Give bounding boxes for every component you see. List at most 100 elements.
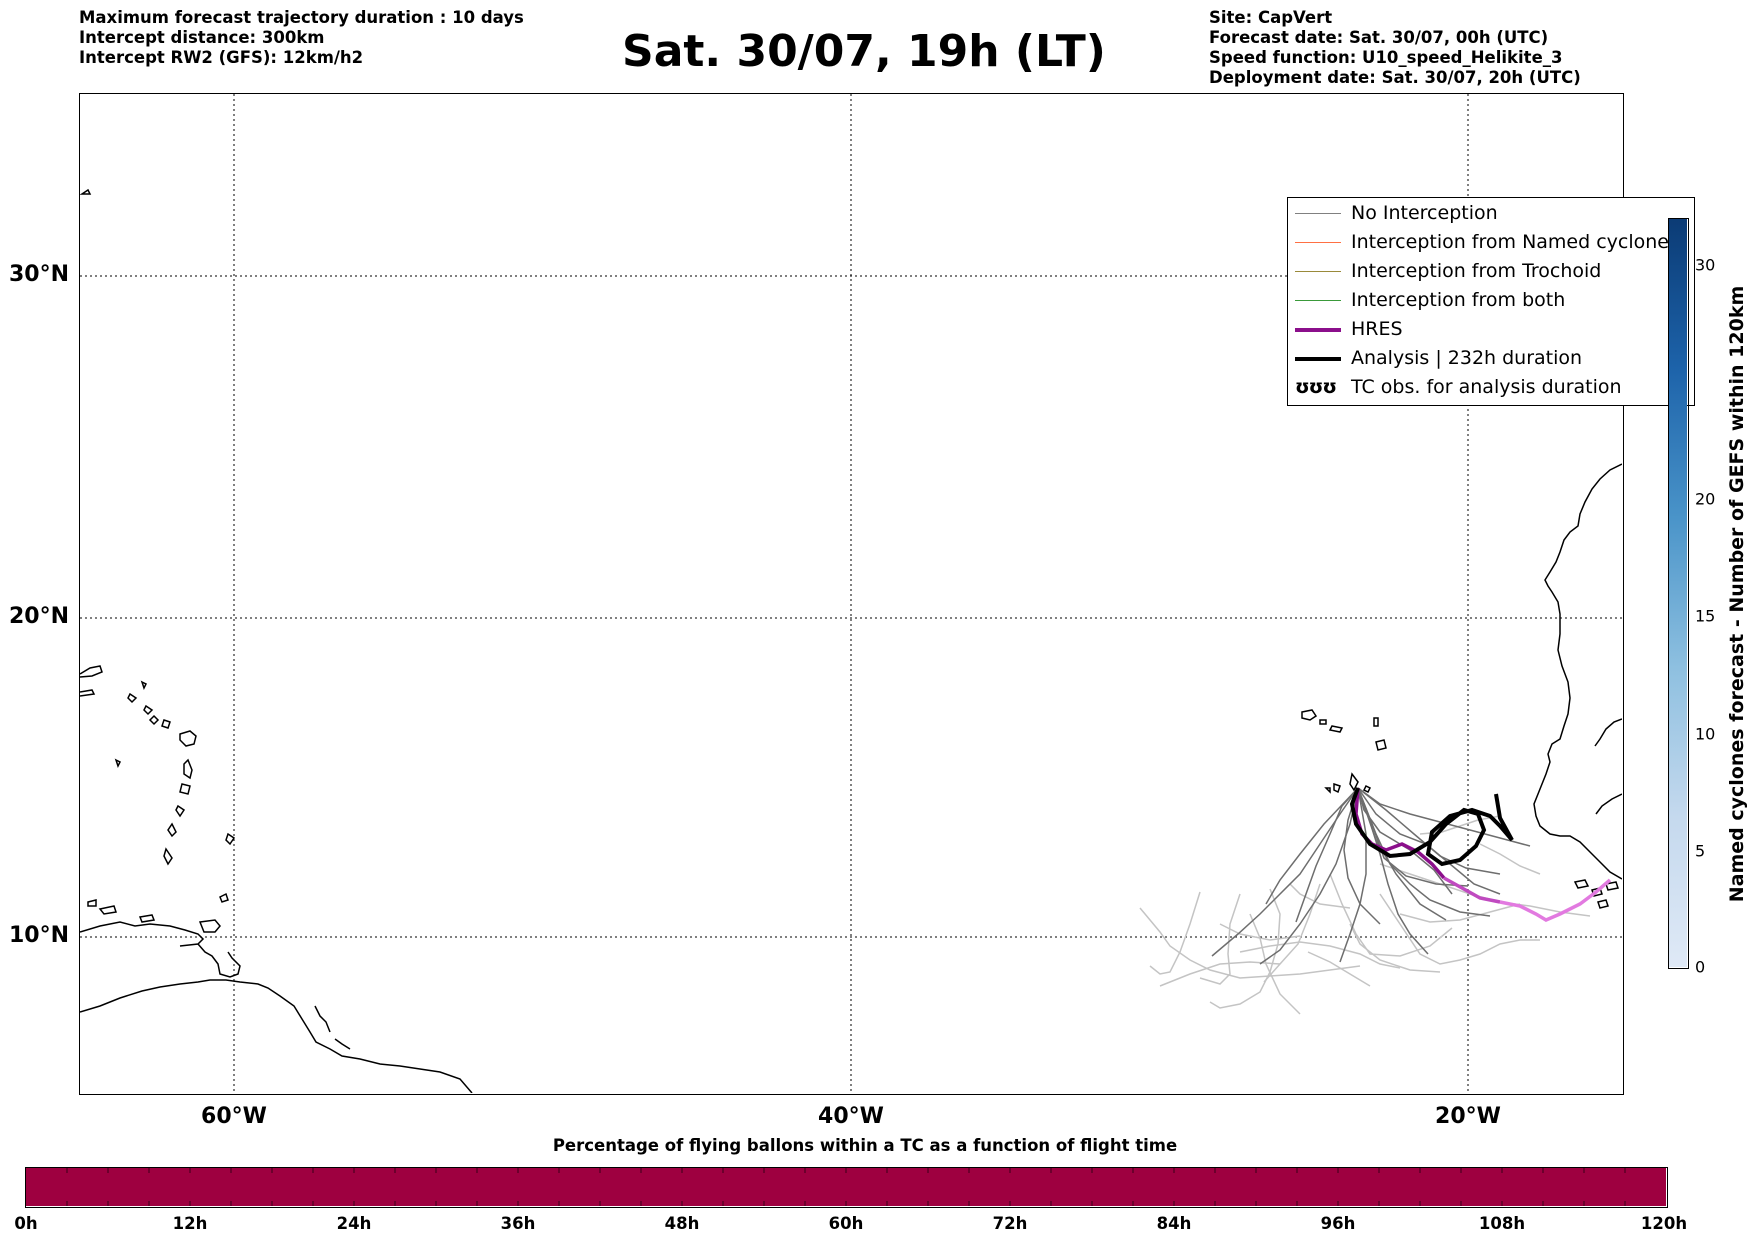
lat-label-10n: 10°N	[9, 923, 70, 948]
flight-colorbar-cells	[26, 1168, 1666, 1206]
island-grenada	[163, 847, 173, 866]
forecast-date-text: Forecast date: Sat. 30/07, 00h (UTC)	[1209, 28, 1549, 47]
page-title: Sat. 30/07, 19h (LT)	[622, 26, 1106, 77]
bijagos-3	[1605, 881, 1619, 891]
intercept-distance-text: Intercept distance: 300km	[79, 28, 325, 47]
flight-tick-48h: 48h	[664, 1214, 700, 1233]
map-legend: No Interception Interception from Named …	[1287, 197, 1695, 406]
suriname-coast	[334, 1038, 351, 1050]
legend-item-tc-obs: ʊʊʊ TC obs. for analysis duration	[1288, 376, 1694, 400]
lon-label-60w: 60°W	[201, 1104, 267, 1129]
island-small-2	[114, 758, 122, 768]
cbar-tick-10: 10	[1695, 724, 1716, 744]
island-leewards-1	[127, 692, 138, 704]
legend-swatch	[1295, 300, 1341, 301]
deployment-date-text: Deployment date: Sat. 30/07, 20h (UTC)	[1209, 68, 1581, 87]
flight-tick-84h: 84h	[1156, 1214, 1192, 1233]
capeverde-fogo	[1333, 782, 1341, 794]
legend-label: TC obs. for analysis duration	[1351, 376, 1622, 398]
legend-swatch	[1295, 213, 1341, 214]
island-aruba	[87, 899, 97, 907]
site-text: Site: CapVert	[1209, 8, 1333, 27]
orinoco-delta	[197, 943, 241, 978]
south-america-coast	[79, 979, 473, 1094]
cbar-tick-5: 5	[1695, 841, 1706, 861]
legend-item-both: Interception from both	[1288, 289, 1694, 313]
island-dominica	[179, 783, 191, 795]
legend-label: Interception from Trochoid	[1351, 260, 1602, 282]
max-duration-text: Maximum forecast trajectory duration : 1…	[79, 8, 524, 27]
island-barbados	[225, 832, 236, 846]
lat-label-30n: 30°N	[9, 262, 70, 287]
capeverde-boa-vista	[1375, 739, 1387, 751]
flight-tick-12h: 12h	[172, 1214, 208, 1233]
africa-inlet-2	[1595, 793, 1623, 815]
legend-label: No Interception	[1351, 202, 1498, 224]
island-leewards-3	[148, 714, 160, 726]
capeverde-sao-nicolau	[1328, 725, 1344, 733]
cbar-tick-30: 30	[1695, 255, 1716, 275]
flight-tick-72h: 72h	[992, 1214, 1028, 1233]
legend-item-trochoid: Interception from Trochoid	[1288, 260, 1694, 284]
flight-tick-96h: 96h	[1320, 1214, 1356, 1233]
capeverde-brava	[1324, 787, 1331, 794]
island-small-1	[140, 680, 148, 690]
legend-swatch	[1295, 357, 1341, 361]
bijagos-4	[1597, 899, 1609, 909]
ensemble-trajectories-dark	[1211, 787, 1531, 965]
legend-label: Interception from Named cyclone	[1351, 231, 1669, 253]
legend-swatch	[1295, 271, 1341, 272]
cyclone-colorbar	[1668, 218, 1689, 969]
island-antigua	[161, 719, 171, 729]
analysis-trajectory	[1349, 787, 1514, 867]
island-martinique	[183, 758, 193, 780]
island-stvincent	[167, 822, 177, 838]
capeverde-maio	[1362, 784, 1372, 794]
cyclone-colorbar-gradient	[1669, 219, 1687, 967]
tc-symbol-icon: ʊʊʊ	[1295, 376, 1337, 398]
island-leewards-2	[143, 704, 154, 716]
bijagos-1	[1573, 879, 1590, 889]
flight-tick-60h: 60h	[828, 1214, 864, 1233]
island-curacao	[98, 905, 117, 915]
flight-tick-0h: 0h	[14, 1214, 38, 1233]
legend-label: HRES	[1351, 318, 1403, 340]
cbar-tick-20: 20	[1695, 489, 1716, 509]
africa-coast	[1533, 463, 1623, 880]
intercept-rw2-text: Intercept RW2 (GFS): 12km/h2	[79, 48, 364, 67]
cbar-tick-0: 0	[1695, 957, 1706, 977]
guyana-coast	[314, 1005, 331, 1033]
legend-item-hres: HRES	[1288, 318, 1694, 342]
ensemble-trajectories-light	[1139, 815, 1591, 1015]
map-panel[interactable]: No Interception Interception from Named …	[79, 93, 1695, 1095]
puerto-rico	[79, 689, 96, 697]
flight-tick-36h: 36h	[500, 1214, 536, 1233]
header-left-info: Maximum forecast trajectory duration : 1…	[79, 8, 524, 68]
island-bermuda	[79, 188, 92, 195]
island-guadeloupe	[179, 730, 197, 747]
lon-label-20w: 20°W	[1435, 1104, 1501, 1129]
lon-label-40w: 40°W	[818, 1104, 884, 1129]
flight-colorbar	[25, 1167, 1668, 1208]
legend-swatch	[1295, 242, 1341, 243]
capeverde-sao-vicente	[1319, 719, 1327, 725]
africa-inlet-1	[1594, 718, 1623, 747]
flight-tick-24h: 24h	[336, 1214, 372, 1233]
trinidad	[198, 919, 221, 933]
venezuela-coast	[79, 921, 205, 947]
capeverde-santiago	[1349, 772, 1359, 792]
island-margarita	[138, 914, 156, 923]
legend-item-named-cyclone: Interception from Named cyclone	[1288, 231, 1694, 255]
cuba-fragment	[79, 665, 103, 678]
legend-label: Analysis | 232h duration	[1351, 347, 1583, 369]
island-stlucia	[175, 804, 186, 818]
flight-colorbar-title: Percentage of flying ballons within a TC…	[552, 1136, 1178, 1155]
hres-trajectory	[1354, 787, 1612, 922]
capeverde-sal	[1373, 717, 1379, 727]
lat-label-20n: 20°N	[9, 604, 70, 629]
cyclone-colorbar-label: Named cyclones forecast - Number of GEFS…	[1726, 285, 1748, 903]
legend-swatch	[1295, 328, 1341, 332]
legend-item-analysis: Analysis | 232h duration	[1288, 347, 1694, 371]
island-tobago	[219, 892, 229, 903]
legend-label: Interception from both	[1351, 289, 1566, 311]
